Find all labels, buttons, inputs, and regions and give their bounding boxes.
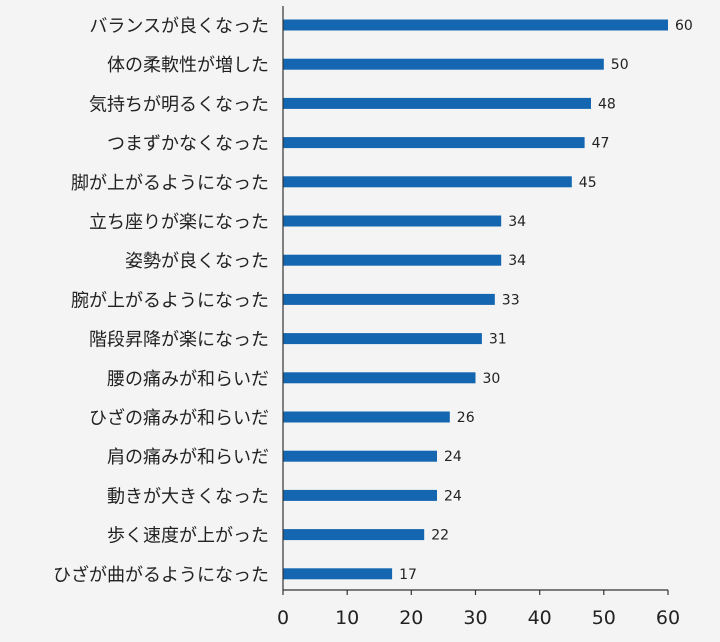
bar [283,254,502,266]
category-label: 歩く速度が上がった [107,526,269,547]
bars-group [283,19,668,580]
value-labels: 60 50 48 47 45 34 34 33 31 30 26 24 24 22 17 [399,18,693,583]
bar [283,58,604,70]
value-label: 30 [483,371,501,387]
bar [283,529,425,541]
category-label: 腰の痛みが和らいだ [107,369,269,390]
value-label: 24 [444,488,462,504]
x-tick-label: 0 [277,607,289,629]
category-label: バランスが良くなった [89,16,269,37]
value-label: 34 [508,214,526,230]
category-label: 気持ちが明るくなった [89,94,269,115]
category-label: 腕が上がるようになった [71,290,269,311]
x-tick-label: 50 [592,607,616,629]
bar [283,568,393,580]
x-tick-label: 10 [335,607,359,629]
value-label: 48 [598,96,616,112]
value-label: 31 [489,332,507,348]
category-label: 階段昇降が楽になった [89,330,269,351]
category-label: 脚が上がるようになった [71,173,269,194]
bar [283,450,437,462]
bar [283,97,591,109]
bar [283,489,437,501]
category-label: 動きが大きくなった [107,486,269,507]
value-label: 33 [502,292,520,308]
value-label: 24 [444,449,462,465]
bar [283,19,668,31]
bar [283,137,585,149]
category-label: ひざが曲がるようになった [53,564,269,586]
value-label: 50 [611,57,629,73]
value-label: 60 [675,18,693,34]
category-label: つまずかなくなった [107,134,269,155]
bar [283,215,502,227]
value-label: 17 [399,567,417,583]
category-label: 体の柔軟性が増した [107,55,269,76]
category-label: ひざの痛みが和らいだ [89,407,269,429]
x-axis-ticks: 0 10 20 30 40 50 60 [277,590,680,629]
x-tick-label: 30 [463,607,487,629]
bar [283,411,450,423]
x-tick-label: 20 [399,607,423,629]
bar [283,176,572,188]
category-label: 立ち座りが楽になった [89,212,269,233]
value-label: 45 [579,175,597,191]
value-label: 34 [508,253,526,269]
bar [283,333,482,345]
category-labels: バランスが良くなった体の柔軟性が増した気持ちが明るくなったつまずかなくなった脚が… [53,16,269,586]
bar [283,293,495,305]
value-label: 26 [457,410,475,426]
category-label: 肩の痛みが和らいだ [107,447,269,468]
x-tick-label: 40 [528,607,552,629]
x-tick-label: 60 [656,607,680,629]
value-label: 22 [431,528,449,544]
value-label: 47 [592,136,610,152]
bar [283,372,476,384]
category-label: 姿勢が良くなった [125,251,269,272]
